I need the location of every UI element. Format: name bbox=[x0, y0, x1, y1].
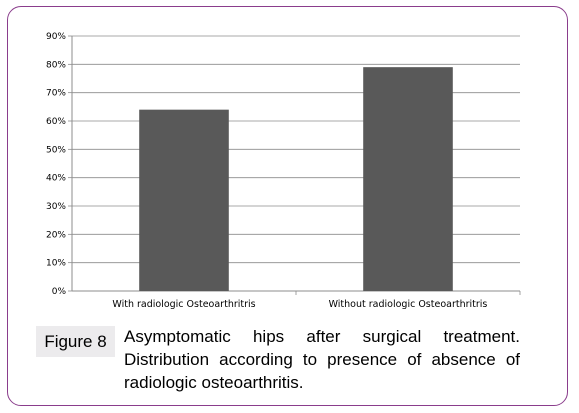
y-tick-label: 60% bbox=[46, 117, 66, 127]
y-tick-label: 10% bbox=[46, 259, 66, 269]
y-tick-label: 70% bbox=[46, 89, 66, 99]
y-tick-label: 90% bbox=[46, 32, 66, 42]
y-tick-label: 0% bbox=[52, 287, 67, 297]
bar bbox=[139, 109, 229, 292]
bar-chart: 0% 10% 20% 30% 40% 50% 60% 70% 80% 90% With radiol… bbox=[46, 32, 521, 310]
caption-line: Asymptomatic hips after surgical treatme… bbox=[124, 327, 520, 346]
figure-label: Figure 8 bbox=[36, 326, 115, 357]
figure-caption: Asymptomatic hips after surgical treatme… bbox=[124, 325, 520, 394]
y-tick-label: 50% bbox=[46, 145, 66, 155]
y-tick-label: 80% bbox=[46, 60, 66, 70]
y-tick-label: 30% bbox=[46, 202, 66, 212]
caption-line: Distribution according to presence of ab… bbox=[124, 350, 520, 369]
y-tick-label: 20% bbox=[46, 230, 66, 240]
caption-line: radiologic osteoarthritis. bbox=[124, 373, 304, 392]
chart-area: 0% 10% 20% 30% 40% 50% 60% 70% 80% 90% With radiol… bbox=[27, 16, 552, 318]
x-category-label: With radiologic Osteoarthritris bbox=[112, 299, 255, 310]
bar bbox=[363, 67, 453, 291]
y-tick-label: 40% bbox=[46, 174, 66, 184]
x-category-label: Without radiologic Osteoarthritris bbox=[329, 299, 488, 310]
